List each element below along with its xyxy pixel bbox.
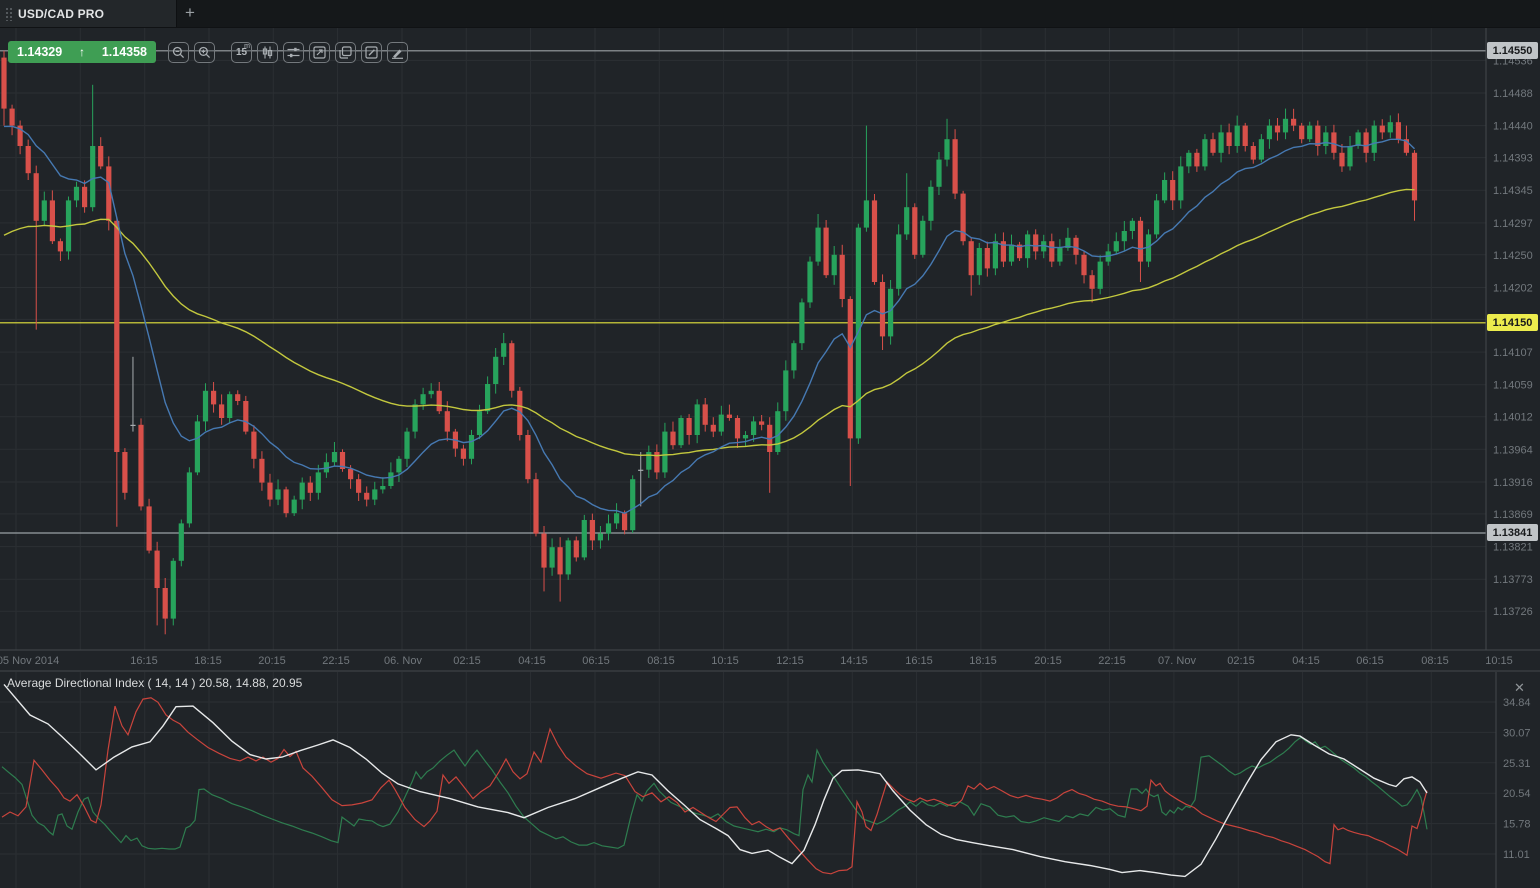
zoom-out-icon xyxy=(172,46,185,59)
svg-text:15.78: 15.78 xyxy=(1503,819,1531,831)
expand-icon xyxy=(313,45,326,59)
svg-text:20.54: 20.54 xyxy=(1503,788,1531,800)
chart-type-button[interactable] xyxy=(257,41,278,63)
indicator-header: Average Directional Index ( 14, 14 ) 20.… xyxy=(7,676,303,690)
tab-usdcad-pro[interactable]: USD/CAD PRO xyxy=(0,0,177,27)
zoom-in-icon xyxy=(198,46,211,59)
svg-text:1.14393: 1.14393 xyxy=(1493,153,1533,165)
svg-text:12:15: 12:15 xyxy=(776,655,804,667)
drag-grip-icon[interactable] xyxy=(5,6,13,21)
svg-text:1.14297: 1.14297 xyxy=(1493,218,1533,230)
duplicate-chart-button[interactable] xyxy=(335,41,356,63)
svg-text:1.14440: 1.14440 xyxy=(1493,121,1533,133)
new-tab-button[interactable]: + xyxy=(185,3,195,22)
svg-text:06. Nov: 06. Nov xyxy=(384,655,422,667)
svg-text:02:15: 02:15 xyxy=(453,655,481,667)
indicators-button[interactable] xyxy=(283,41,304,63)
adx-indicator-lines xyxy=(1,683,1428,878)
svg-text:1.14107: 1.14107 xyxy=(1493,347,1533,359)
svg-text:34.84: 34.84 xyxy=(1503,697,1531,709)
zoom-out-button[interactable] xyxy=(168,41,189,63)
svg-text:07. Nov: 07. Nov xyxy=(1158,655,1196,667)
quote-badge[interactable]: 1.14329 ↑ 1.14358 xyxy=(8,41,156,63)
svg-text:04:15: 04:15 xyxy=(518,655,546,667)
tab-title: USD/CAD PRO xyxy=(18,6,105,21)
svg-text:20:15: 20:15 xyxy=(258,655,286,667)
timeframe-unit: m xyxy=(244,42,250,50)
svg-text:18:15: 18:15 xyxy=(969,655,997,667)
svg-text:1.14250: 1.14250 xyxy=(1493,250,1533,262)
svg-text:1.13964: 1.13964 xyxy=(1493,444,1533,456)
timeframe-button[interactable]: 15 m xyxy=(231,41,252,63)
axis-separators xyxy=(0,27,1540,888)
candlestick-icon xyxy=(261,46,274,59)
tick-up-arrow-icon: ↑ xyxy=(79,45,85,59)
svg-text:02:15: 02:15 xyxy=(1227,655,1255,667)
horizontal-lines-layer[interactable] xyxy=(0,50,1486,534)
svg-text:1.14202: 1.14202 xyxy=(1493,283,1533,295)
svg-text:1.14345: 1.14345 xyxy=(1493,185,1533,197)
svg-text:1.14012: 1.14012 xyxy=(1493,412,1533,424)
svg-text:1.13916: 1.13916 xyxy=(1493,477,1533,489)
moving-averages-layer xyxy=(3,125,1415,515)
svg-text:18:15: 18:15 xyxy=(194,655,222,667)
svg-text:1.13773: 1.13773 xyxy=(1493,574,1533,586)
svg-text:08:15: 08:15 xyxy=(647,655,675,667)
grid-layer xyxy=(0,27,1496,888)
svg-text:10:15: 10:15 xyxy=(711,655,739,667)
tab-bar: USD/CAD PRO + xyxy=(0,0,1540,28)
svg-text:1.13726: 1.13726 xyxy=(1493,606,1533,618)
edit-chart-button[interactable] xyxy=(361,41,382,63)
svg-text:10:15: 10:15 xyxy=(1485,655,1513,667)
svg-text:1.14059: 1.14059 xyxy=(1493,380,1533,392)
svg-text:06:15: 06:15 xyxy=(582,655,610,667)
svg-text:16:15: 16:15 xyxy=(130,655,158,667)
svg-text:11.01: 11.01 xyxy=(1503,849,1530,861)
edit-icon xyxy=(365,45,378,59)
svg-text:04:15: 04:15 xyxy=(1292,655,1320,667)
svg-text:25.31: 25.31 xyxy=(1503,758,1531,770)
timeframe-label: 15 xyxy=(235,46,248,58)
ask-price: 1.14358 xyxy=(101,45,147,59)
time-axis[interactable]: 05 Nov 2014 16:15 18:15 20:15 22:15 06. Nov 02… xyxy=(0,655,1513,667)
svg-text:05 Nov 2014: 05 Nov 2014 xyxy=(0,655,59,667)
draw-button[interactable] xyxy=(387,41,408,63)
svg-text:1.13821: 1.13821 xyxy=(1493,542,1533,554)
svg-text:30.07: 30.07 xyxy=(1503,727,1531,739)
indicator-axis[interactable]: 34.84 30.07 25.31 20.54 15.78 11.01 xyxy=(1503,697,1531,861)
expand-chart-button[interactable] xyxy=(309,41,330,63)
svg-text:22:15: 22:15 xyxy=(322,655,350,667)
svg-text:16:15: 16:15 xyxy=(905,655,933,667)
price-line-badge[interactable]: 1.14150 xyxy=(1487,314,1538,332)
svg-text:06:15: 06:15 xyxy=(1356,655,1384,667)
indicator-close-icon[interactable]: ✕ xyxy=(1514,680,1525,695)
price-line-badge[interactable]: 1.14550 xyxy=(1487,42,1538,60)
zoom-in-button[interactable] xyxy=(194,41,215,63)
svg-text:08:15: 08:15 xyxy=(1421,655,1449,667)
svg-text:1.13869: 1.13869 xyxy=(1493,509,1533,521)
marker-pen-icon xyxy=(391,46,404,59)
duplicate-icon xyxy=(339,45,352,59)
svg-text:22:15: 22:15 xyxy=(1098,655,1126,667)
price-line-badge[interactable]: 1.13841 xyxy=(1487,524,1538,542)
sliders-icon xyxy=(287,46,300,59)
svg-text:14:15: 14:15 xyxy=(840,655,868,667)
svg-text:20:15: 20:15 xyxy=(1034,655,1062,667)
price-axis[interactable]: 1.145361.144881.144401.143931.143451.142… xyxy=(1493,55,1533,618)
svg-text:1.14488: 1.14488 xyxy=(1493,88,1533,100)
bid-price: 1.14329 xyxy=(17,45,63,59)
chart-toolbar: 1.14329 ↑ 1.14358 15 m xyxy=(8,41,408,63)
